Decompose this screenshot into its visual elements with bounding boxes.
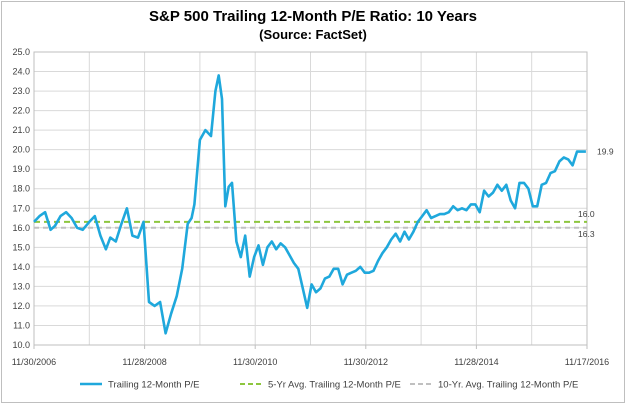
series-lines [33, 74, 587, 335]
y-tick-label: 24.0 [12, 67, 30, 77]
y-tick-label: 23.0 [12, 86, 30, 96]
y-tick-label: 13.0 [12, 281, 30, 291]
series-line-0 [33, 74, 586, 335]
chart-legend: Trailing 12-Month P/E 5-Yr Avg. Trailing … [80, 380, 578, 391]
legend-label-0: Trailing 12-Month P/E [108, 380, 200, 391]
y-tick-label: 21.0 [12, 125, 30, 135]
y-tick-label: 19.0 [12, 164, 30, 174]
y-tick-label: 15.0 [12, 242, 30, 252]
y-tick-label: 11.0 [13, 320, 30, 330]
grid-lines [33, 51, 588, 346]
y-tick-label: 25.0 [12, 47, 30, 57]
y-axis-tick-labels: 10.0 11.0 12.0 13.0 14.0 15.0 16.0 17.0 18.0 19.0… [12, 47, 30, 350]
end-label-1: 16.0 [578, 209, 595, 219]
plot-area-border [33, 51, 588, 346]
y-tick-label: 18.0 [12, 184, 30, 194]
y-tick-label: 10.0 [12, 340, 30, 350]
x-tick-label: 11/30/2010 [233, 357, 277, 367]
end-label-0: 19.9 [597, 147, 614, 157]
y-tick-label: 16.0 [12, 223, 30, 233]
y-tick-label: 17.0 [12, 203, 30, 213]
y-tick-label: 12.0 [12, 301, 30, 311]
end-label-2: 16.3 [578, 229, 595, 239]
chart-title: S&P 500 Trailing 12-Month P/E Ratio: 10 … [149, 8, 477, 25]
x-tick-label: 11/30/2006 [12, 357, 56, 367]
x-tick-label: 11/28/2008 [122, 357, 166, 367]
series-end-labels: 19.9 16.0 16.3 [578, 147, 614, 239]
legend-label-2: 10-Yr. Avg. Trailing 12-Month P/E [438, 380, 578, 391]
x-axis-tick-labels: 11/30/2006 11/28/2008 11/30/2010 11/30/2012… [12, 345, 609, 367]
x-tick-label: 11/17/2016 [565, 357, 609, 367]
y-tick-label: 22.0 [12, 106, 30, 116]
x-tick-label: 11/28/2014 [454, 357, 498, 367]
chart-subtitle: (Source: FactSet) [259, 27, 367, 42]
y-tick-label: 14.0 [12, 262, 30, 272]
y-tick-label: 20.0 [12, 145, 30, 155]
x-tick-label: 11/30/2012 [344, 357, 388, 367]
legend-label-1: 5-Yr Avg. Trailing 12-Month P/E [268, 380, 401, 391]
